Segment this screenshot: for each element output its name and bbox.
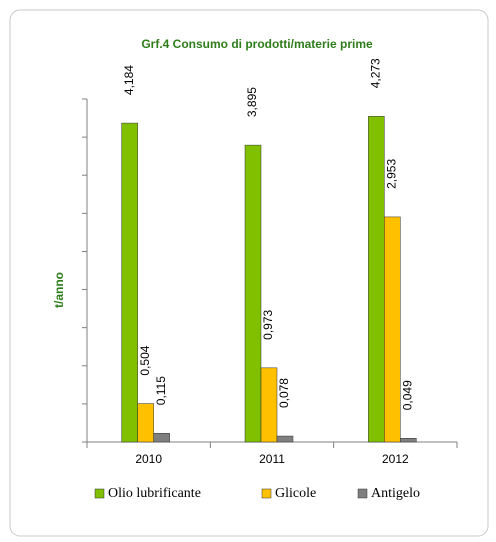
value-label: 0,115 bbox=[154, 376, 168, 405]
legend-swatch bbox=[357, 488, 368, 499]
value-label: 0,973 bbox=[261, 309, 275, 339]
value-label: 3,895 bbox=[245, 87, 259, 117]
x-tick-label: 2011 bbox=[259, 452, 285, 466]
legend-label: Olio lubrificante bbox=[108, 486, 201, 501]
value-label: 0,049 bbox=[401, 380, 415, 410]
legend-swatch bbox=[94, 488, 105, 499]
bar bbox=[153, 432, 170, 443]
bar bbox=[137, 403, 154, 443]
bar bbox=[121, 122, 138, 443]
value-label: 4,273 bbox=[369, 58, 383, 88]
bar bbox=[368, 116, 385, 443]
bar bbox=[400, 438, 417, 443]
y-axis-label: t/anno bbox=[52, 272, 66, 308]
bar bbox=[276, 435, 294, 443]
value-label: 4,184 bbox=[122, 65, 136, 95]
legend-swatch bbox=[261, 488, 272, 499]
bar bbox=[260, 367, 278, 443]
value-label: 0,504 bbox=[138, 345, 152, 375]
x-tick-label: 2012 bbox=[382, 452, 409, 466]
chart-title: Grf.4 Consumo di prodotti/materie prime bbox=[141, 37, 373, 51]
legend-label: Antigelo bbox=[371, 486, 420, 501]
bar bbox=[384, 216, 401, 443]
bar bbox=[244, 144, 262, 443]
value-label: 2,953 bbox=[385, 159, 399, 189]
x-tick-label: 2010 bbox=[135, 452, 162, 466]
value-label: 0,078 bbox=[277, 378, 291, 408]
legend-label: Glicole bbox=[275, 486, 316, 501]
